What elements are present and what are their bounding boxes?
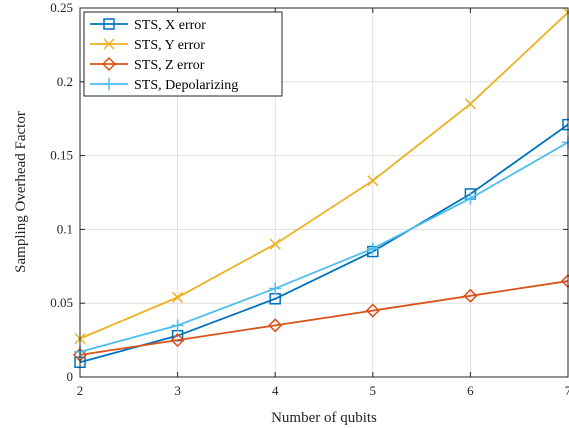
series-line: [79, 11, 569, 340]
legend-box: [83, 11, 283, 97]
y-tick-label: 0.15: [50, 148, 73, 163]
legend-entry: STS, Z error: [90, 56, 205, 73]
axis-ticks: 2 3 4 5 6 7 0 0.05 0.1 0.15 0.2 0.25: [50, 0, 569, 398]
data-point: [366, 242, 379, 255]
x-tick-label: 5: [370, 383, 377, 398]
x-tick-label: 7: [565, 383, 569, 398]
series-line: [79, 141, 569, 353]
legend-marker: [103, 18, 115, 30]
y-tick-label: 0.25: [50, 0, 73, 15]
x-tick-label: 3: [174, 383, 181, 398]
legend-label: STS, X error: [134, 18, 206, 33]
y-axis-label: Sampling Overhead Factor: [13, 111, 29, 273]
legend-marker: [101, 56, 117, 72]
plot-frame: [79, 7, 569, 378]
data-point: [269, 238, 281, 250]
x-tick-label: 4: [272, 383, 279, 398]
series-layer: [72, 6, 569, 368]
data-point: [171, 319, 184, 332]
series-line: [79, 280, 569, 356]
data-point: [464, 98, 476, 110]
data-point: [170, 333, 185, 348]
x-tick-label: 2: [77, 383, 84, 398]
legend-label: STS, Depolarizing: [134, 78, 238, 93]
data-point: [268, 318, 283, 333]
data-point: [464, 192, 477, 205]
y-tick-label: 0.2: [57, 74, 73, 89]
series-2: [72, 273, 569, 362]
series-line: [79, 123, 569, 364]
legend-label: STS, Z error: [134, 58, 205, 73]
data-point: [365, 303, 380, 318]
x-axis-label: Number of qubits: [271, 410, 377, 426]
x-tick-label: 6: [467, 383, 474, 398]
legend-entry: STS, Depolarizing: [90, 78, 238, 93]
data-point: [269, 282, 282, 295]
legend-marker: [103, 38, 115, 50]
data-point: [463, 288, 478, 303]
y-tick-label: 0.1: [57, 221, 73, 236]
legend-entry: STS, Y error: [90, 38, 205, 53]
data-point: [172, 291, 184, 303]
y-tick-label: 0.05: [50, 295, 73, 310]
legend: STS, X error STS, Y error STS, Z error STS,…: [83, 11, 283, 97]
y-tick-label: 0: [67, 369, 74, 384]
data-point: [367, 175, 379, 187]
legend-marker: [103, 78, 115, 90]
legend-label: STS, Y error: [134, 38, 205, 53]
legend-entry: STS, X error: [90, 18, 206, 33]
